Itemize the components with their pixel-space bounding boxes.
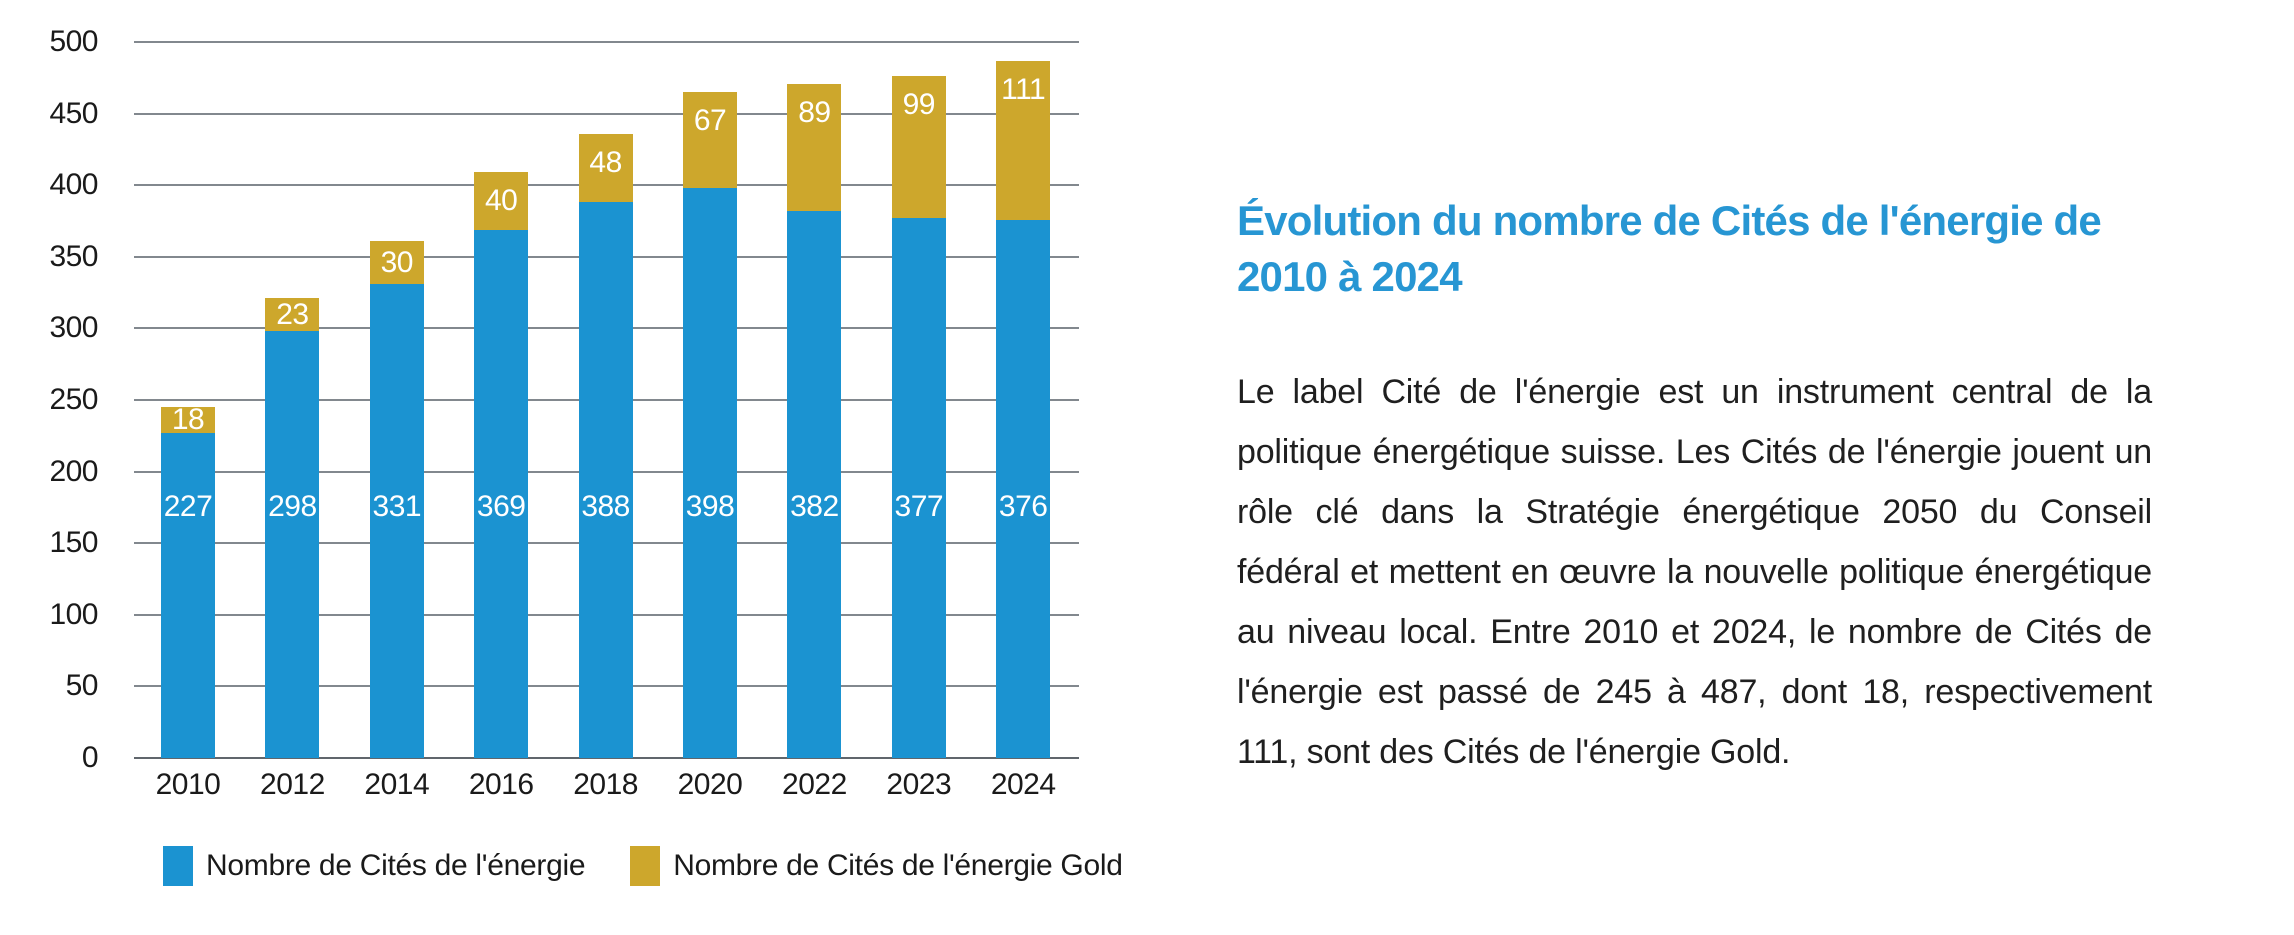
chart-legend: Nombre de Cités de l'énergie Nombre de Ci… [163,846,1168,886]
bar-2012: 23 298 [265,297,320,758]
base-value-label: 377 [894,489,944,523]
bar-segment-gold: 111 [996,60,1051,232]
x-axis-label: 2014 [364,768,430,801]
y-axis-tick-label: 350 [49,239,98,273]
legend-label: Nombre de Cités de l'énergie Gold [673,849,1123,882]
bar-segment-base: 376 [996,219,1051,758]
base-value-label: 298 [268,489,317,523]
bar-2020: 67 398 [683,92,737,758]
bar-2010: 18 227 [161,403,215,758]
gold-value-label: 18 [171,403,205,437]
y-axis-tick-label: 300 [49,311,98,345]
gold-value-label: 40 [485,183,518,217]
x-axis-label: 2022 [782,768,847,801]
bar-segment-gold: 40 [474,172,529,230]
base-value-label: 227 [163,489,213,523]
base-value-label: 331 [372,489,422,523]
y-axis-tick-label: 0 [81,741,99,774]
bar-segment-base: 331 [369,284,424,758]
legend-item: Nombre de Cités de l'énergie [163,846,586,886]
gold-value-label: 111 [1001,72,1046,106]
bar-segment-gold: 30 [369,241,424,284]
x-axis-label: 2024 [990,768,1056,801]
bar-2016: 40 369 [474,172,529,758]
stacked-bar-chart: 0 50 100 150 200 250 300 350 400 450 500 18 227 2010 2… [0,0,1130,935]
y-axis-tick-label: 400 [49,168,98,202]
gold-value-label: 89 [798,95,831,129]
bar-2024: 111 376 [996,60,1051,758]
x-axis-label: 2016 [468,768,534,801]
gold-value-label: 48 [589,145,622,179]
bar-2022: 89 382 [787,83,842,758]
bar-segment-gold: 89 [787,83,842,223]
gold-value-label: 30 [380,245,414,279]
base-value-label: 382 [790,489,839,523]
bar-segment-gold: 18 [161,403,215,436]
legend-label: Nombre de Cités de l'énergie [206,849,586,882]
bar-2014: 30 331 [369,241,424,758]
x-axis-label: 2020 [677,768,743,801]
article-body: Le label Cité de l'énergie est un instru… [1237,373,2152,771]
y-axis-tick-label: 200 [49,454,98,488]
gold-value-label: 99 [902,88,936,122]
base-value-label: 388 [581,489,630,523]
gold-value-label: 23 [276,297,309,331]
y-axis-tick-label: 100 [49,597,98,631]
base-value-label: 369 [476,489,526,523]
legend-swatch-icon [630,846,661,886]
x-axis-label: 2023 [886,768,952,801]
bar-segment-base: 298 [265,331,320,758]
x-axis-label: 2010 [155,768,221,801]
article-title: Évolution du nombre de Cités de l'énergi… [1237,197,2102,301]
y-axis-tick-label: 450 [49,96,98,130]
bar-segment-gold: 99 [891,76,946,231]
bar-segment-base: 369 [474,229,529,758]
y-axis-tick-label: 250 [49,383,98,416]
bar-2018: 48 388 [578,133,633,758]
gold-value-label: 67 [693,104,727,138]
bar-segment-gold: 67 [683,92,737,201]
legend-swatch-icon [163,846,193,886]
legend-item: Nombre de Cités de l'énergie Gold [630,846,1123,886]
base-value-label: 376 [998,489,1048,523]
x-axis-label: 2018 [573,768,638,801]
base-value-label: 398 [685,489,735,523]
bar-segment-base: 398 [683,188,737,758]
bar-segment-gold: 23 [265,297,320,332]
bar-segment-base: 388 [578,202,633,758]
bar-segment-base: 377 [891,218,946,758]
y-axis-tick-label: 500 [49,25,98,58]
x-axis-line [134,757,1079,759]
gridline [134,41,1079,43]
y-axis-tick-label: 50 [65,669,99,703]
bar-2023: 99 377 [891,76,946,758]
x-axis-label: 2012 [260,768,325,801]
bar-segment-base: 227 [161,432,215,758]
y-axis-tick-label: 150 [49,526,98,560]
bar-segment-base: 382 [787,210,842,758]
bar-segment-gold: 48 [578,133,633,215]
gridline [134,112,1079,115]
